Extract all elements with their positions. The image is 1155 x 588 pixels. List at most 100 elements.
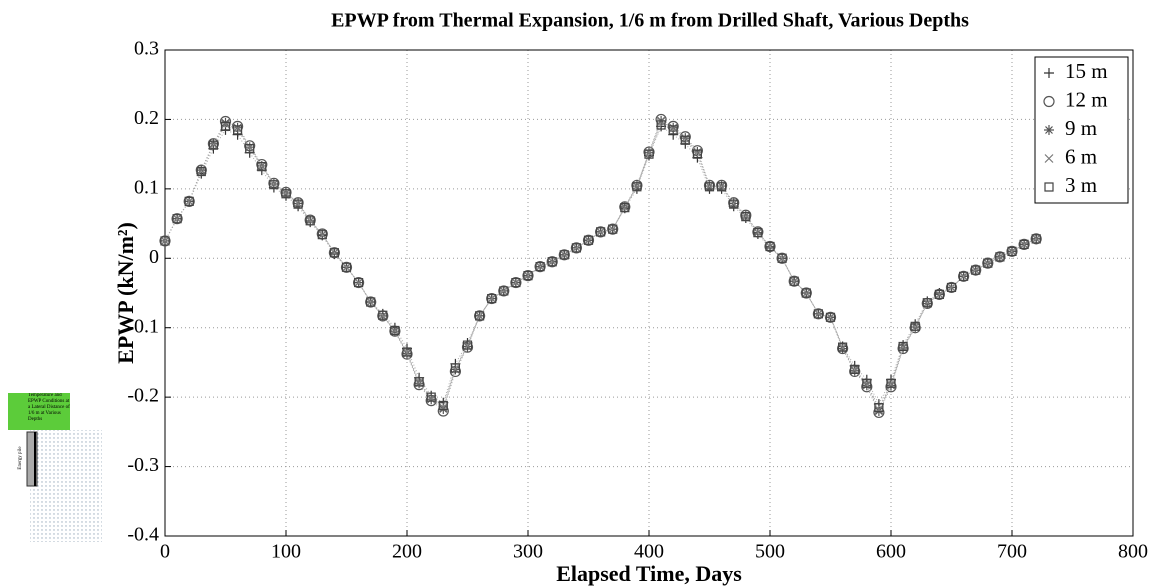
marker xyxy=(583,235,594,245)
marker xyxy=(1043,95,1055,108)
marker xyxy=(499,286,509,296)
inset: Temperature and EPWP Conditions at a Lat… xyxy=(8,393,102,542)
inset-pile-label: Energy pile xyxy=(18,446,23,470)
marker xyxy=(971,265,981,275)
marker xyxy=(281,189,291,199)
marker xyxy=(717,182,727,192)
inset-header xyxy=(8,393,70,430)
marker xyxy=(777,253,787,263)
marker xyxy=(1044,182,1054,192)
marker xyxy=(354,277,364,288)
marker xyxy=(874,402,884,413)
marker xyxy=(1007,246,1017,256)
marker xyxy=(341,262,352,272)
x-tick-label: 700 xyxy=(997,541,1027,563)
marker xyxy=(668,125,678,135)
marker xyxy=(305,216,315,226)
legend-label: 6 m xyxy=(1065,144,1097,168)
marker xyxy=(523,271,533,281)
y-tick-label: 0.2 xyxy=(134,107,159,129)
marker xyxy=(366,297,376,307)
inset-pile xyxy=(26,431,38,487)
marker xyxy=(402,347,412,357)
marker xyxy=(584,235,593,245)
marker xyxy=(317,230,327,240)
marker xyxy=(220,121,231,131)
marker xyxy=(475,311,485,321)
marker xyxy=(317,230,327,240)
marker xyxy=(850,364,860,374)
y-tick-label: -0.3 xyxy=(127,454,159,476)
marker xyxy=(620,203,630,213)
marker xyxy=(874,405,884,415)
x-tick-label: 300 xyxy=(513,541,543,563)
inset-caption-box: Temperature and EPWP Conditions at a Lat… xyxy=(28,393,70,422)
marker xyxy=(995,252,1005,262)
marker xyxy=(160,236,170,246)
marker xyxy=(789,276,799,286)
marker xyxy=(571,243,581,253)
x-tick-label: 400 xyxy=(634,541,664,563)
marker xyxy=(656,120,666,130)
marker xyxy=(632,182,642,192)
marker xyxy=(922,298,932,308)
marker xyxy=(717,181,727,191)
y-tick-label: 0.1 xyxy=(134,176,159,198)
legend-label: 9 m xyxy=(1065,116,1097,140)
marker xyxy=(426,392,436,402)
marker xyxy=(414,377,424,387)
marker xyxy=(160,236,170,246)
marker xyxy=(886,378,896,388)
marker xyxy=(644,149,654,159)
marker xyxy=(449,365,462,377)
x-tick-label: 500 xyxy=(755,541,785,563)
marker xyxy=(487,294,497,303)
marker xyxy=(729,199,739,209)
marker xyxy=(1031,234,1041,244)
marker xyxy=(208,140,218,150)
marker xyxy=(559,250,569,260)
marker xyxy=(571,243,581,253)
marker xyxy=(1031,234,1041,244)
marker xyxy=(838,342,848,352)
y-axis-label: EPWP (kN/m²) xyxy=(113,222,138,364)
x-tick-label: 800 xyxy=(1118,541,1148,563)
inset-grid xyxy=(30,430,102,542)
marker xyxy=(825,312,836,322)
marker xyxy=(753,227,763,238)
marker xyxy=(172,214,182,224)
marker xyxy=(378,310,388,320)
marker xyxy=(305,216,315,226)
marker xyxy=(813,309,823,319)
marker xyxy=(547,257,557,267)
marker xyxy=(438,403,448,412)
y-tick-label: 0 xyxy=(149,246,159,268)
marker xyxy=(801,288,811,298)
y-tick-label: -0.2 xyxy=(127,385,159,407)
x-tick-label: 600 xyxy=(876,541,906,563)
marker xyxy=(1019,239,1029,249)
marker xyxy=(438,400,448,411)
marker xyxy=(463,341,472,351)
marker xyxy=(1044,68,1054,78)
marker xyxy=(741,212,751,222)
marker xyxy=(1019,239,1029,249)
marker xyxy=(184,196,194,206)
marker xyxy=(354,278,364,288)
marker xyxy=(934,289,944,299)
marker xyxy=(862,378,872,388)
legend-label: 3 m xyxy=(1065,173,1097,197)
marker xyxy=(959,271,969,281)
marker xyxy=(813,309,823,319)
marker xyxy=(172,214,182,224)
marker xyxy=(196,166,206,176)
marker xyxy=(487,293,497,304)
marker xyxy=(437,405,449,417)
x-axis-label: Elapsed Time, Days xyxy=(556,561,742,586)
marker xyxy=(777,253,787,263)
marker xyxy=(850,365,860,375)
plot-frame xyxy=(164,49,1134,537)
marker xyxy=(281,188,291,198)
x-tick-label: 0 xyxy=(160,541,170,563)
